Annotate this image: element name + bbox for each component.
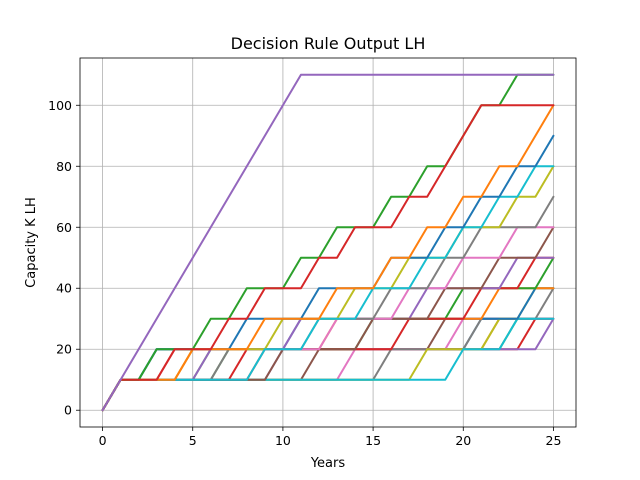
x-tick-label: 10 xyxy=(275,433,291,448)
x-tick-label: 5 xyxy=(189,433,197,448)
series-line xyxy=(101,73,555,412)
y-tick-label: 0 xyxy=(64,403,72,418)
plot-frame xyxy=(79,57,577,428)
y-axis-title: Capacity K LH xyxy=(24,197,39,288)
chart-title: Decision Rule Output LH xyxy=(231,34,426,53)
x-tick-label: 25 xyxy=(546,433,562,448)
y-tick-label: 40 xyxy=(56,281,72,296)
series-layer xyxy=(101,73,555,412)
series-line xyxy=(101,104,555,412)
x-tick-label: 0 xyxy=(99,433,107,448)
y-tick-label: 80 xyxy=(56,159,72,174)
y-tick-label: 60 xyxy=(56,220,72,235)
x-tick-label: 20 xyxy=(455,433,471,448)
x-tick-label: 15 xyxy=(365,433,381,448)
ticks: 0 5 10 15 20 25 0 20 40 60 80 100 xyxy=(48,98,561,448)
y-tick-label: 20 xyxy=(56,342,72,357)
series-line xyxy=(101,104,555,412)
series-line xyxy=(101,165,555,412)
y-tick-label: 100 xyxy=(48,98,72,113)
x-axis-title: Years xyxy=(310,456,346,471)
